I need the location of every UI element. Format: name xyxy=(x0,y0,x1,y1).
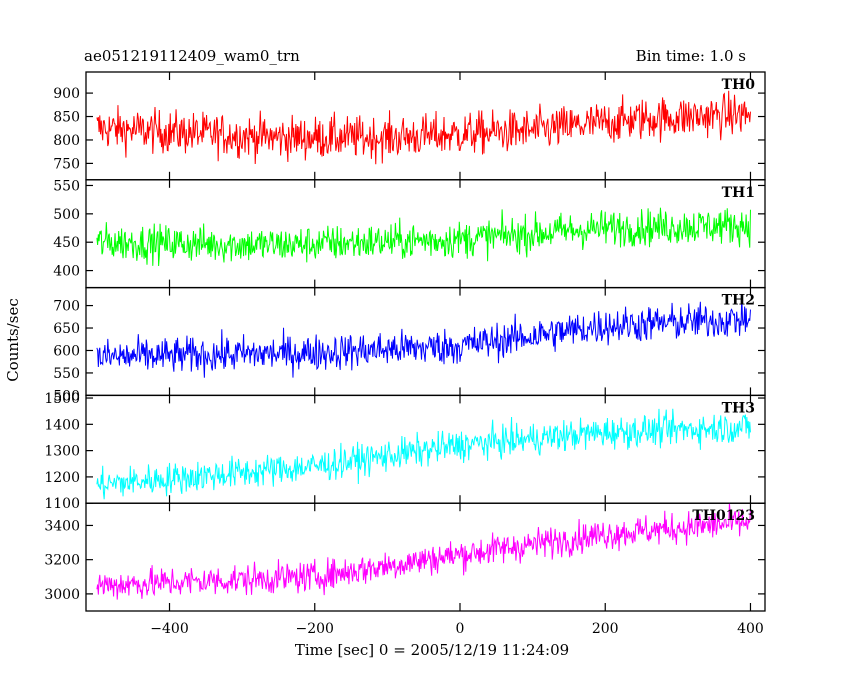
series-line-th0 xyxy=(96,90,751,165)
y-tick-label: 650 xyxy=(53,321,80,337)
y-tick-label: 500 xyxy=(53,388,80,404)
panel-label: TH1 xyxy=(722,185,755,201)
y-tick-label: 600 xyxy=(53,343,80,359)
x-axis: −400 −200 0 200 400 xyxy=(150,621,764,637)
bin-time-label: Bin time: 1.0 s xyxy=(636,47,746,65)
y-tick-label: 500 xyxy=(53,207,80,223)
y-tick-label: 1200 xyxy=(44,470,80,486)
panel-th3: 1100 1200 1300 1400 1500 TH3 xyxy=(44,391,766,512)
x-tick-label: 0 xyxy=(456,621,465,637)
y-tick-label: 450 xyxy=(53,235,80,251)
y-tick-label: 1500 xyxy=(44,391,80,407)
y-tick-label: 900 xyxy=(53,86,80,102)
y-axis-label: Counts/sec xyxy=(4,298,22,382)
y-tick-label: 1300 xyxy=(44,444,80,460)
x-tick-label: −400 xyxy=(150,621,188,637)
y-tick-label: 1100 xyxy=(44,496,80,512)
panel-th0123: 3000 3200 3400 TH0123 xyxy=(44,502,766,612)
panels: 750 800 850 900 TH0 400 450 500 550 TH1 500 550 600 6… xyxy=(44,71,766,612)
series-line-th0123 xyxy=(96,503,751,600)
panel-th2: 500 550 600 650 700 TH2 xyxy=(53,286,766,404)
y-tick-label: 3200 xyxy=(44,553,80,569)
y-tick-label: 550 xyxy=(53,366,80,382)
y-tick-label: 800 xyxy=(53,133,80,149)
figure-title: ae051219112409_wam0_trn xyxy=(84,47,300,65)
panel-frame xyxy=(85,286,766,397)
series-line-th3 xyxy=(96,408,751,500)
y-tick-label: 550 xyxy=(53,178,80,194)
panel-label: TH2 xyxy=(722,293,755,309)
y-tick-label: 850 xyxy=(53,110,80,126)
y-tick-label: 700 xyxy=(53,299,80,315)
x-tick-label: −200 xyxy=(296,621,334,637)
panel-label: TH0123 xyxy=(692,508,755,524)
panel-th1: 400 450 500 550 TH1 xyxy=(53,178,766,289)
y-tick-label: 3400 xyxy=(44,518,80,534)
x-axis-label: Time [sec] 0 = 2005/12/19 11:24:09 xyxy=(295,641,569,659)
panel-label: TH0 xyxy=(722,77,756,93)
panel-frame xyxy=(85,502,766,612)
y-tick-label: 750 xyxy=(53,156,80,172)
y-tick-label: 1400 xyxy=(44,417,80,433)
y-tick-label: 3000 xyxy=(44,587,80,603)
y-tick-label: 400 xyxy=(53,264,80,280)
x-tick-label: 200 xyxy=(592,621,619,637)
series-line-th1 xyxy=(96,207,751,267)
panel-label: TH3 xyxy=(722,400,755,416)
x-tick-label: 400 xyxy=(737,621,764,637)
panel-th0: 750 800 850 900 TH0 xyxy=(53,71,766,181)
series-line-th2 xyxy=(96,295,751,378)
